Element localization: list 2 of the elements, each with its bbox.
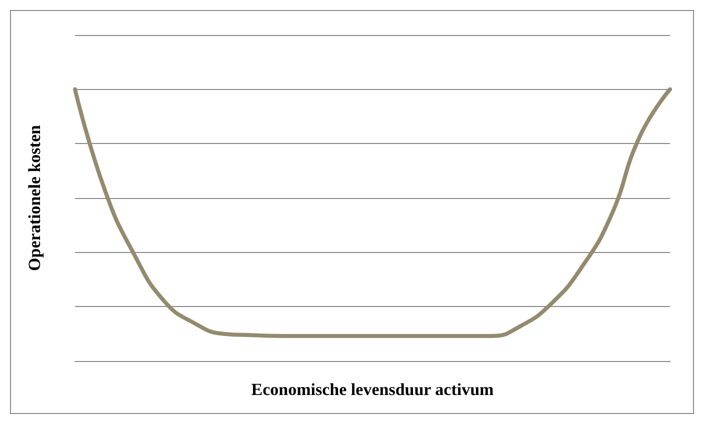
- y-axis-title: Operationele kosten: [25, 124, 44, 271]
- x-axis-title: Economische levensduur activum: [251, 380, 494, 399]
